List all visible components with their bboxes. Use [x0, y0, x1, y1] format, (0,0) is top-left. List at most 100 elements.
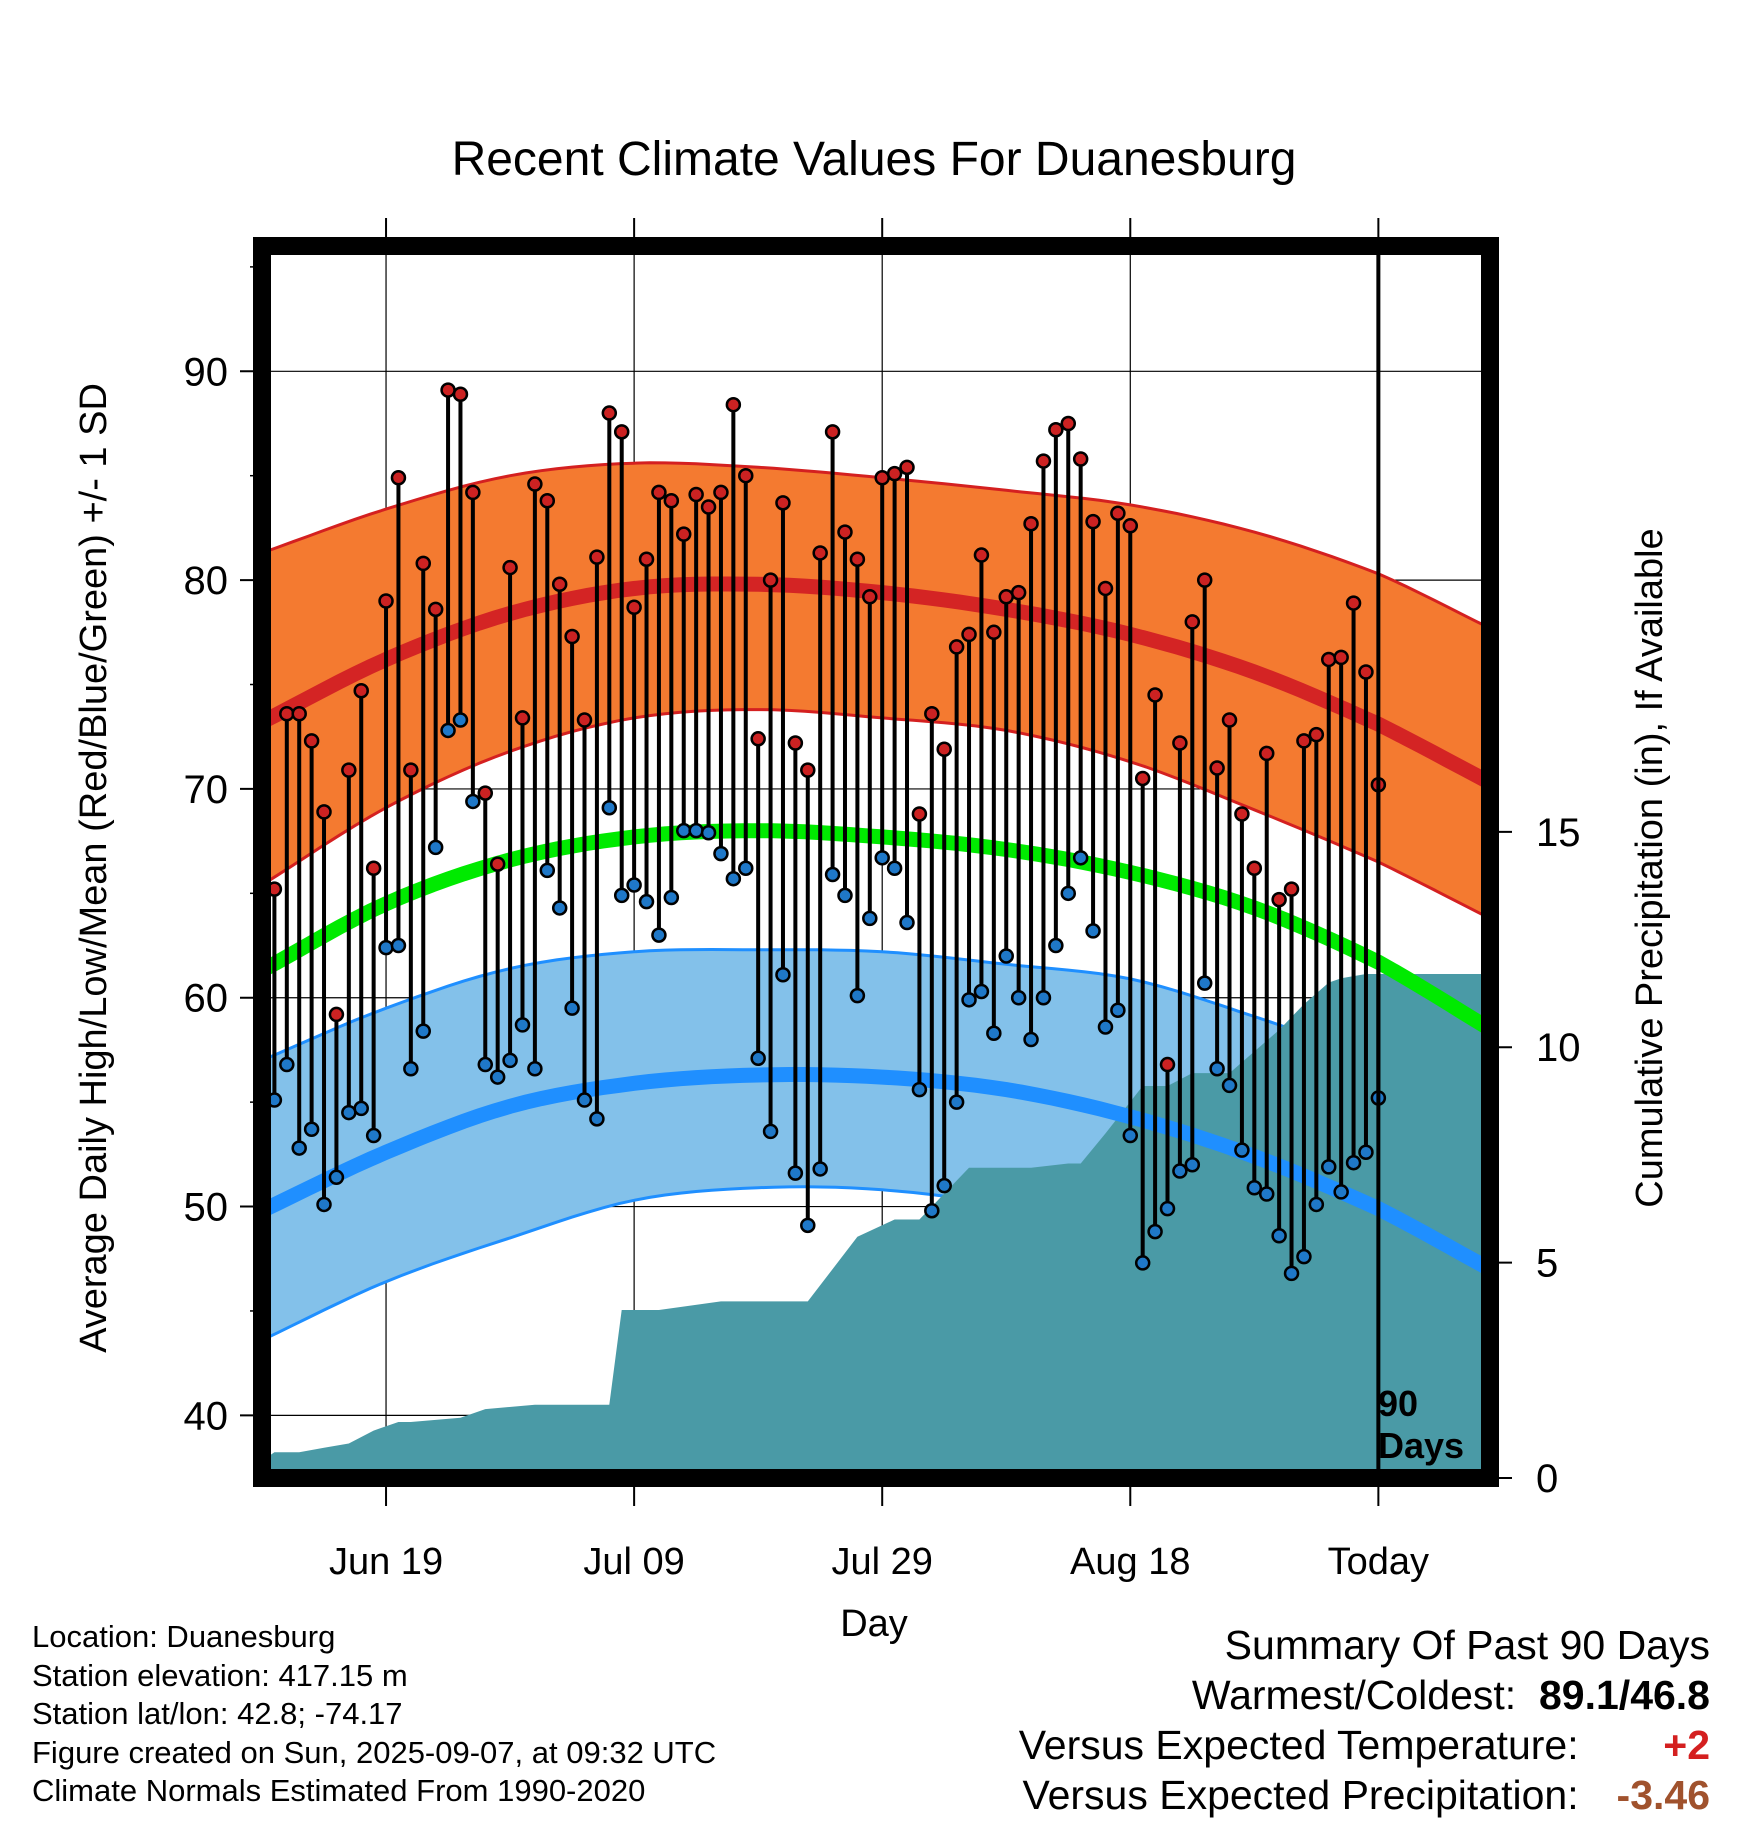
daily-high-point	[1134, 770, 1151, 787]
daily-high-point	[762, 572, 779, 588]
y-tick-label-0: 40	[184, 1394, 229, 1438]
daily-low-point	[403, 1060, 419, 1077]
daily-low-point	[1010, 989, 1027, 1006]
daily-high-point	[886, 465, 903, 482]
daily-low-point	[1209, 1060, 1225, 1077]
daily-high-point	[675, 526, 692, 542]
temp-anomaly-value: +2	[1663, 1722, 1710, 1768]
daily-low-point	[874, 850, 890, 866]
daily-high-point	[1320, 651, 1337, 668]
daily-low-point	[390, 937, 407, 954]
daily-low-point	[1283, 1265, 1300, 1282]
daily-high-point	[688, 486, 704, 503]
daily-low-point	[576, 1092, 593, 1108]
daily-low-point	[589, 1111, 605, 1127]
daily-high-point	[539, 493, 556, 509]
daily-low-point	[713, 845, 729, 862]
daily-high-point	[1072, 451, 1089, 467]
daily-high-point	[502, 559, 518, 576]
daily-high-point	[589, 549, 605, 565]
daily-high-point	[663, 493, 680, 509]
daily-low-point	[638, 893, 655, 910]
daily-low-point	[1345, 1154, 1362, 1171]
daily-low-point	[936, 1177, 952, 1194]
daily-low-point	[440, 722, 456, 739]
daily-high-point	[452, 386, 469, 403]
daily-low-point	[986, 1025, 1002, 1041]
daily-low-point	[415, 1023, 432, 1039]
y-tick-label-5: 90	[184, 350, 229, 394]
daily-low-point	[663, 889, 680, 906]
daily-low-point	[998, 948, 1014, 964]
daily-high-point	[1358, 664, 1374, 680]
daily-low-point	[849, 987, 866, 1004]
daily-low-point	[1159, 1200, 1176, 1217]
daily-high-point	[353, 683, 369, 699]
daily-low-point	[502, 1052, 518, 1069]
daily-high-point	[291, 705, 307, 722]
daily-high-point	[1209, 760, 1225, 776]
daily-low-point	[924, 1202, 940, 1219]
daily-high-point	[961, 626, 977, 643]
y-tick-label-3: 70	[184, 768, 229, 812]
precip-anomaly-value: -3.46	[1616, 1772, 1710, 1818]
daily-low-point	[675, 822, 692, 839]
daily-high-point	[365, 860, 382, 877]
daily-low-point	[700, 825, 717, 841]
daily-high-point	[1085, 513, 1101, 530]
daily-high-point	[1308, 726, 1325, 743]
daily-low-point	[824, 866, 841, 883]
daily-high-point	[1196, 572, 1213, 588]
daily-high-point	[1060, 415, 1077, 432]
daily-high-point	[1184, 614, 1201, 630]
daily-high-point	[1283, 881, 1300, 897]
coldest-value: 46.8	[1630, 1672, 1710, 1718]
daily-low-point	[787, 1165, 804, 1181]
daily-high-point	[1246, 860, 1263, 877]
daily-low-point	[1122, 1127, 1139, 1144]
normal-low-band	[262, 949, 1490, 1449]
daily-low-point	[539, 862, 556, 879]
precip-anomaly-label: Versus Expected Precipitation:	[1022, 1772, 1579, 1818]
summary-panel: Summary Of Past 90 Days Warmest/Coldest:…	[1019, 1620, 1710, 1820]
daily-high-point	[1172, 735, 1188, 751]
daily-low-point	[1196, 975, 1213, 991]
daily-high-point	[477, 785, 494, 801]
x-tick-label-2: Jul 29	[831, 1541, 932, 1583]
created-text: Figure created on Sun, 2025-09-07, at 09…	[32, 1734, 717, 1770]
y-tick-label-1: 50	[184, 1186, 229, 1230]
daily-low-point	[1271, 1228, 1287, 1244]
normal-high-band	[262, 462, 1490, 919]
daily-low-point	[725, 870, 742, 887]
normals-text: Climate Normals Estimated From 1990-2020	[32, 1773, 646, 1808]
warmest-coldest-label: Warmest/Coldest:	[1191, 1672, 1517, 1718]
x-axis-label: Day	[840, 1603, 908, 1645]
daily-low-point	[862, 910, 878, 927]
daily-high-point	[613, 424, 630, 440]
daily-high-point	[465, 484, 481, 501]
daily-low-point	[1085, 923, 1101, 939]
daily-low-point	[564, 1000, 580, 1016]
daily-low-point	[1134, 1255, 1151, 1271]
daily-high-point	[1035, 453, 1052, 469]
daily-low-point	[1221, 1077, 1238, 1094]
daily-high-point	[973, 547, 990, 563]
daily-high-point	[725, 396, 742, 413]
daily-high-point	[489, 856, 506, 872]
x-tick-label-1: Jul 09	[583, 1541, 684, 1583]
precip-anomaly-row: Versus Expected Precipitation: -3.46	[1019, 1770, 1711, 1820]
daily-low-point	[948, 1094, 965, 1110]
daily-low-point	[1333, 1184, 1349, 1200]
x-tick-label-4: Today	[1328, 1541, 1429, 1583]
daily-high-point	[527, 476, 543, 492]
slash-separator: /	[1618, 1672, 1631, 1718]
daily-high-point	[1258, 745, 1275, 762]
daily-low-point	[837, 887, 853, 904]
y-axis-label: Average Daily High/Low/Mean (Red/Blue/Gr…	[73, 383, 115, 1353]
daily-high-point	[1097, 580, 1114, 597]
daily-high-point	[775, 495, 791, 511]
daily-low-point	[489, 1069, 506, 1085]
daily-low-point	[1234, 1142, 1250, 1158]
daily-low-point	[514, 1017, 531, 1033]
